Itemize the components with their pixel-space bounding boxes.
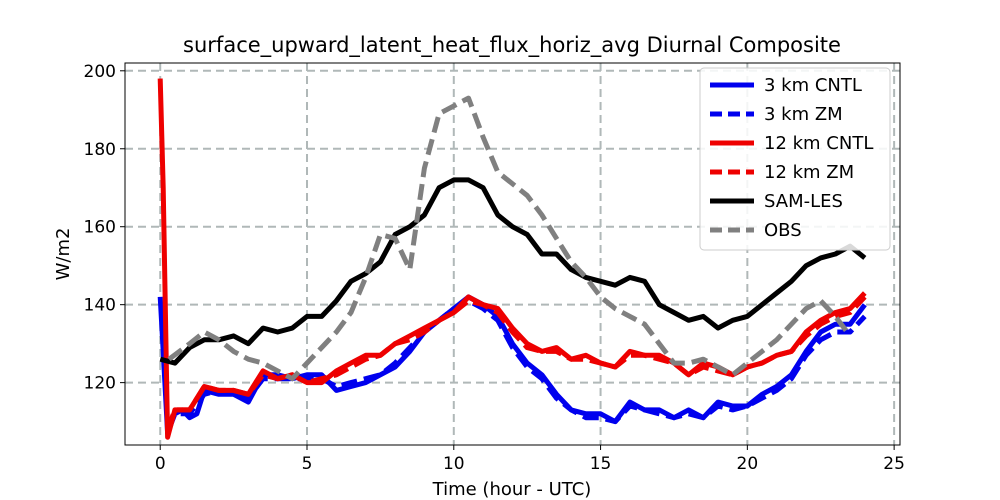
legend: 3 km CNTL 3 km ZM 12 km CNTL 12 km ZM SAM-LE… <box>699 67 891 251</box>
x-tick-label: 25 <box>883 454 905 474</box>
x-tick-label: 5 <box>302 454 313 474</box>
legend-label: 12 km CNTL <box>764 133 873 154</box>
y-tick-label: 180 <box>84 140 116 160</box>
x-tick-label: 0 <box>155 454 166 474</box>
y-tick-label: 160 <box>84 218 116 238</box>
y-tick-label: 200 <box>84 62 116 82</box>
series-line-12-km-zm <box>165 295 867 431</box>
y-axis: 120 140 160 180 200 <box>84 62 125 394</box>
x-axis-label: Time (hour - UTC) <box>432 479 592 500</box>
legend-label: 12 km ZM <box>764 162 854 183</box>
y-tick-label: 120 <box>84 374 116 394</box>
chart-title: surface_upward_latent_heat_flux_horiz_av… <box>183 33 841 58</box>
legend-label: OBS <box>764 220 802 241</box>
x-tick-label: 10 <box>443 454 465 474</box>
y-tick-label: 140 <box>84 296 116 316</box>
y-axis-label: W/m2 <box>53 228 74 281</box>
legend-label: SAM-LES <box>764 191 843 212</box>
x-tick-label: 15 <box>590 454 612 474</box>
series-line-obs <box>167 95 853 382</box>
legend-label: 3 km CNTL <box>764 75 862 96</box>
legend-label: 3 km ZM <box>764 104 843 125</box>
plot-area <box>157 78 867 440</box>
plot-frame <box>124 62 901 446</box>
x-axis: 0 5 10 15 20 25 <box>155 445 905 474</box>
series-line-sam-les <box>159 177 867 366</box>
x-tick-label: 20 <box>737 454 759 474</box>
